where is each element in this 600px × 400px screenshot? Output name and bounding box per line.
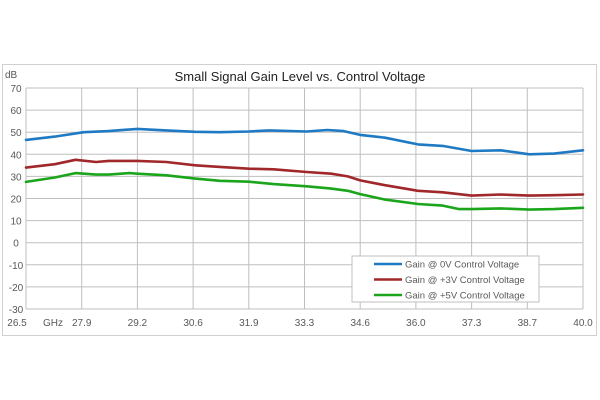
legend-entry: Gain @ 0V Control Voltage — [405, 260, 519, 271]
legend-entry: Gain @ +3V Control Voltage — [405, 275, 525, 286]
x-tick-label: 37.3 — [462, 318, 482, 329]
x-tick-label: 34.6 — [350, 318, 370, 329]
x-tick-label: 33.3 — [295, 318, 315, 329]
x-tick-label: 29.2 — [128, 318, 148, 329]
x-tick-label: 30.6 — [183, 318, 203, 329]
chart-frame — [2, 64, 597, 336]
y-tick-label: 10 — [10, 217, 22, 228]
y-tick-label: 0 — [13, 239, 19, 250]
y-tick-label: -10 — [9, 261, 24, 272]
y-tick-label: 70 — [10, 84, 22, 95]
y-tick-label: 50 — [10, 128, 22, 139]
y-tick-label: 60 — [10, 106, 22, 117]
x-tick-label: 31.9 — [239, 318, 259, 329]
legend-entry: Gain @ +5V Control Voltage — [405, 291, 525, 302]
x-tick-label: 27.9 — [72, 318, 92, 329]
y-axis-label: dB — [5, 70, 18, 81]
y-tick-label: -20 — [9, 283, 24, 294]
x-tick-label: 26.5 — [7, 318, 27, 329]
series-line-0 — [24, 127, 585, 156]
x-tick-label: 40.0 — [573, 318, 593, 329]
x-tick-label: 38.7 — [518, 318, 538, 329]
series-line-1 — [24, 158, 585, 197]
legend: Gain @ 0V Control Voltage Gain @ +3V Cont… — [351, 255, 540, 303]
y-tick-label: 30 — [10, 172, 22, 183]
chart-title: Small Signal Gain Level vs. Control Volt… — [175, 69, 426, 84]
x-tick-label: 36.0 — [406, 318, 426, 329]
y-tick-label: 20 — [10, 195, 22, 206]
x-axis-label: GHz — [43, 318, 63, 329]
y-tick-label: 40 — [10, 150, 22, 161]
series-line-2 — [24, 171, 585, 211]
y-tick-label: -30 — [9, 305, 24, 316]
